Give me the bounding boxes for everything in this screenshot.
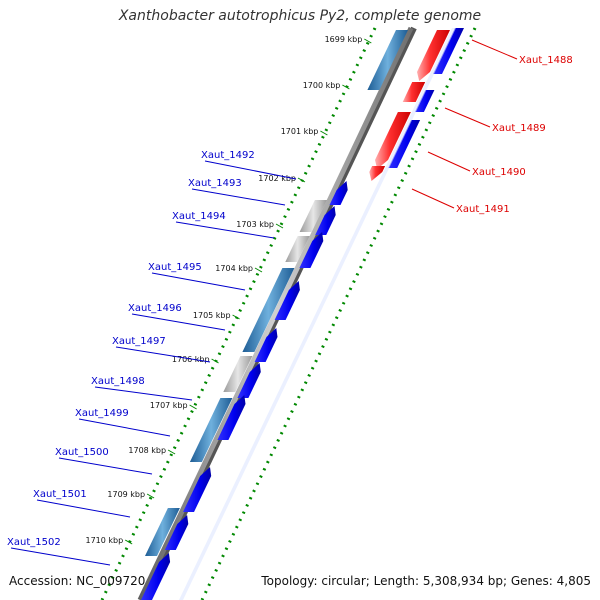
cds-forward <box>274 281 300 320</box>
cds-forward <box>254 328 278 362</box>
gene-leader-line <box>78 418 171 437</box>
cds-forward <box>141 553 171 600</box>
cds-forward <box>217 395 246 440</box>
cds-forward <box>329 181 348 205</box>
gene-leader-line <box>36 499 131 518</box>
gene-label-xaut_1494: Xaut_1494 <box>172 211 226 222</box>
topology-text: Topology: circular; Length: 5,308,934 bp… <box>261 574 591 588</box>
cds-forward <box>164 515 189 550</box>
gene-block <box>223 356 253 392</box>
kbp-tick-label: 1706 kbp <box>172 355 210 364</box>
gene-block <box>367 30 408 90</box>
map-title: Xanthobacter autotrophicus Py2, complete… <box>118 8 482 24</box>
gene-leader-line <box>94 386 193 401</box>
gene-label-xaut_1499: Xaut_1499 <box>75 408 129 419</box>
kbp-tick-mark <box>364 38 372 44</box>
kbp-tick-label: 1707 kbp <box>150 401 188 410</box>
gene-label-xaut_1501: Xaut_1501 <box>33 489 87 500</box>
kbp-tick-mark <box>232 314 240 320</box>
gene-leader-line <box>411 188 455 209</box>
gc-track-outer <box>100 27 377 600</box>
kbp-tick-label: 1699 kbp <box>325 35 363 44</box>
gc-track-inner <box>200 27 477 600</box>
gene-block <box>299 200 327 232</box>
gene-label-xaut_1500: Xaut_1500 <box>55 447 109 458</box>
kbp-tick-mark <box>189 404 197 410</box>
gene-label-xaut_1492: Xaut_1492 <box>201 150 255 161</box>
kbp-tick-mark <box>167 449 176 455</box>
cds-reverse <box>369 166 386 181</box>
kbp-tick-label: 1709 kbp <box>107 490 145 499</box>
kbp-tick-mark <box>124 539 133 545</box>
gene-leader-line <box>191 188 286 206</box>
kbp-tick-mark <box>254 267 263 273</box>
kbp-tick-mark <box>146 493 155 499</box>
kbp-tick-mark <box>297 177 306 183</box>
gene-label-xaut_1488: Xaut_1488 <box>519 55 573 66</box>
gene-label-xaut_1489: Xaut_1489 <box>492 123 546 134</box>
accession-text: Accession: NC_009720 <box>9 574 146 588</box>
gene-block <box>285 236 310 262</box>
kbp-tick-label: 1710 kbp <box>85 536 123 545</box>
kbp-tick-label: 1702 kbp <box>258 174 296 183</box>
cds-forward <box>388 120 421 168</box>
kbp-tick-label: 1700 kbp <box>303 81 341 90</box>
gene-leader-line <box>115 346 211 363</box>
cds-forward <box>299 232 324 268</box>
cds-forward <box>183 467 212 512</box>
cds-reverse <box>375 112 411 169</box>
gene-label-xaut_1495: Xaut_1495 <box>148 262 202 273</box>
gene-label-xaut_1496: Xaut_1496 <box>128 303 182 314</box>
gene-leader-line <box>175 221 275 239</box>
cds-reverse <box>417 30 450 81</box>
cds-reverse <box>402 82 426 102</box>
gene-leader-line <box>10 547 111 566</box>
gene-label-xaut_1498: Xaut_1498 <box>91 376 145 387</box>
kbp-tick-label: 1705 kbp <box>193 311 231 320</box>
gene-leader-line <box>471 39 518 60</box>
gene-label-xaut_1490: Xaut_1490 <box>472 167 526 178</box>
kbp-tick-mark <box>320 130 328 136</box>
gene-leader-line <box>444 107 491 128</box>
gene-leader-line <box>58 457 153 475</box>
gene-block <box>189 398 233 462</box>
kbp-tick-mark <box>275 223 284 229</box>
backbone <box>137 26 414 600</box>
cds-forward <box>237 363 261 398</box>
gene-leader-line <box>151 272 246 291</box>
gene-block <box>242 268 295 352</box>
gene-label-xaut_1497: Xaut_1497 <box>112 336 166 347</box>
cds-forward <box>414 90 435 112</box>
gene-label-xaut_1493: Xaut_1493 <box>188 178 242 189</box>
gene-block <box>145 508 180 556</box>
kbp-tick-mark <box>211 358 219 364</box>
gene-label-xaut_1491: Xaut_1491 <box>456 204 510 215</box>
kbp-tick-label: 1708 kbp <box>128 446 166 455</box>
gene-leader-line <box>427 151 471 172</box>
kbp-tick-label: 1704 kbp <box>215 264 253 273</box>
kbp-tick-mark <box>342 84 350 90</box>
kbp-tick-label: 1701 kbp <box>281 127 319 136</box>
cds-forward <box>315 206 336 235</box>
gene-leader-line <box>131 313 226 331</box>
highlight-strip <box>179 28 456 600</box>
cds-forward <box>433 28 464 74</box>
kbp-tick-label: 1703 kbp <box>236 220 274 229</box>
gene-leader-line <box>204 160 297 180</box>
gene-label-xaut_1502: Xaut_1502 <box>7 537 61 548</box>
